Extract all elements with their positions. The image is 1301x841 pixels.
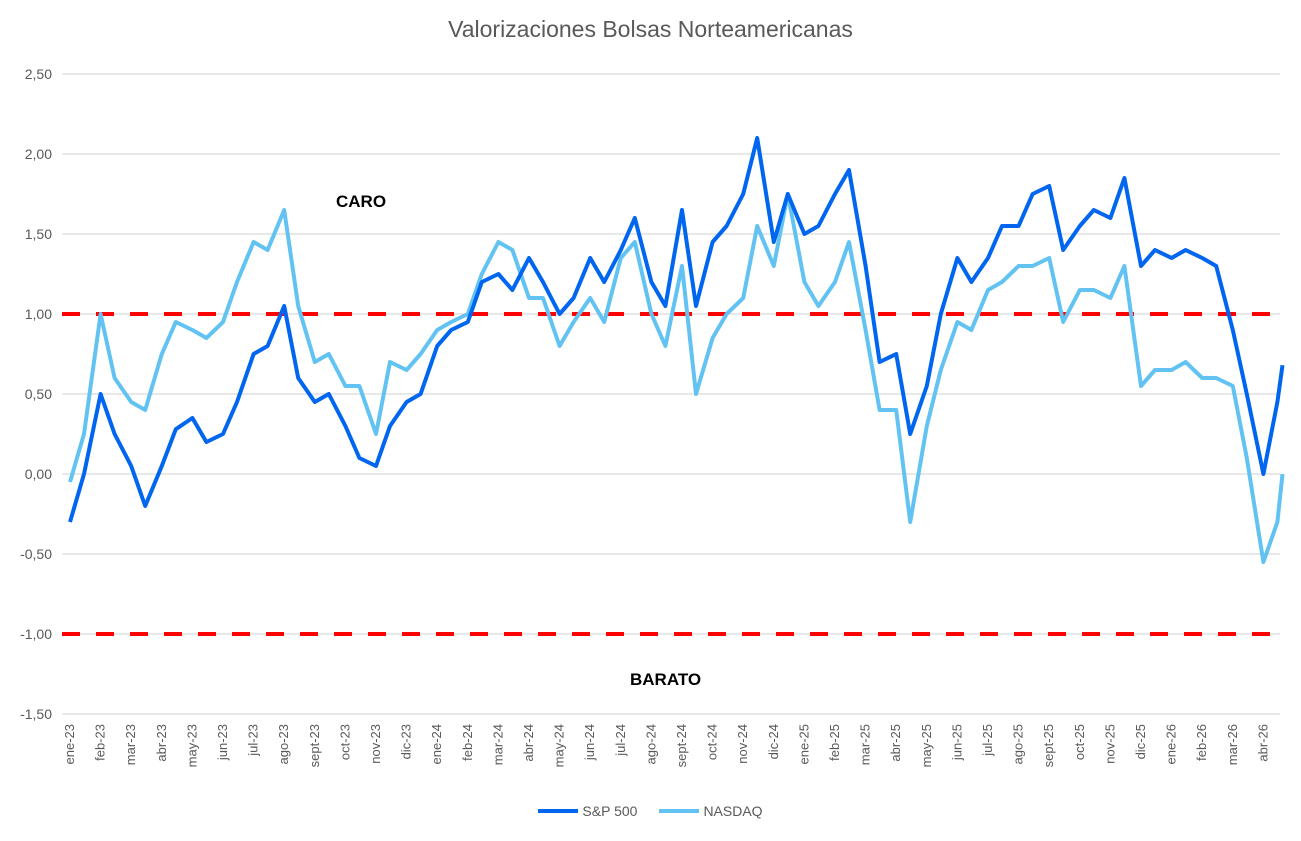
legend: S&P 500 NASDAQ: [0, 803, 1301, 819]
x-tick-label: dic-24: [766, 724, 781, 759]
x-tick-label: feb-23: [93, 724, 108, 761]
legend-item-nasdaq: NASDAQ: [659, 803, 763, 819]
legend-swatch-sp500: [538, 809, 579, 813]
legend-label-sp500: S&P 500: [582, 803, 638, 819]
y-tick-label: 0,50: [25, 386, 52, 402]
x-tick-label: jun-23: [215, 724, 230, 761]
y-axis-ticks: 2,50 2,00 1,50 1,00 0,50 0,00 -0,50 -1,00 -1,50: [20, 66, 52, 722]
x-tick-label: ene-26: [1164, 724, 1179, 764]
x-tick-label: sept-24: [674, 724, 689, 767]
x-tick-label: feb-26: [1194, 724, 1209, 761]
y-tick-label: 0,00: [25, 466, 52, 482]
x-tick-label: mar-26: [1225, 724, 1240, 765]
legend-item-sp500: S&P 500: [538, 803, 637, 819]
legend-swatch-nasdaq: [659, 809, 700, 813]
x-tick-label: abr-24: [521, 724, 536, 762]
x-tick-label: ago-25: [1011, 724, 1026, 764]
x-tick-label: abr-26: [1255, 724, 1270, 762]
x-tick-label: jul-25: [980, 724, 995, 757]
x-tick-label: dic-23: [399, 724, 414, 759]
x-tick-label: may-23: [184, 724, 199, 767]
chart-title: Valorizaciones Bolsas Norteamericanas: [448, 16, 853, 42]
x-tick-label: may-24: [552, 724, 567, 767]
y-tick-label: -1,50: [20, 706, 52, 722]
annotation-caro: CARO: [336, 192, 387, 211]
y-tick-label: -0,50: [20, 546, 52, 562]
x-tick-label: oct-23: [337, 724, 352, 760]
x-tick-label: oct-24: [705, 724, 720, 760]
series-line-s-p-500: [68, 136, 1285, 523]
x-tick-label: ene-24: [429, 724, 444, 764]
y-tick-label: -1,00: [20, 626, 52, 642]
x-tick-label: ago-23: [276, 724, 291, 764]
series-line-nasdaq: [68, 192, 1285, 564]
legend-label-nasdaq: NASDAQ: [703, 803, 763, 819]
x-axis-ticks: ene-23 feb-23 mar-23 abr-23 may-23 jun-23 jul-…: [62, 724, 1270, 767]
x-tick-label: sept-25: [1041, 724, 1056, 767]
x-tick-label: dic-25: [1133, 724, 1148, 759]
annotation-barato: BARATO: [630, 670, 702, 689]
x-tick-label: nov-24: [735, 724, 750, 764]
x-tick-label: ene-23: [62, 724, 77, 764]
series-lines: [68, 136, 1285, 564]
x-tick-label: jul-24: [613, 724, 628, 757]
x-tick-label: feb-24: [460, 724, 475, 761]
x-tick-label: mar-25: [858, 724, 873, 765]
x-tick-label: ene-25: [796, 724, 811, 764]
x-tick-label: feb-25: [827, 724, 842, 761]
gridlines: [62, 73, 1280, 715]
y-tick-label: 1,00: [25, 306, 52, 322]
x-tick-label: jun-25: [949, 724, 964, 761]
x-tick-label: ago-24: [643, 724, 658, 764]
x-tick-label: mar-23: [123, 724, 138, 765]
x-tick-label: abr-23: [154, 724, 169, 762]
y-tick-label: 2,00: [25, 146, 52, 162]
y-tick-label: 1,50: [25, 226, 52, 242]
x-tick-label: nov-23: [368, 724, 383, 764]
x-tick-label: mar-24: [490, 724, 505, 765]
x-tick-label: nov-25: [1102, 724, 1117, 764]
x-tick-label: sept-23: [307, 724, 322, 767]
x-tick-label: may-25: [919, 724, 934, 767]
x-tick-label: jun-24: [582, 724, 597, 761]
x-tick-label: abr-25: [888, 724, 903, 762]
x-tick-label: jul-23: [246, 724, 261, 757]
x-tick-label: oct-25: [1072, 724, 1087, 760]
y-tick-label: 2,50: [25, 66, 52, 82]
